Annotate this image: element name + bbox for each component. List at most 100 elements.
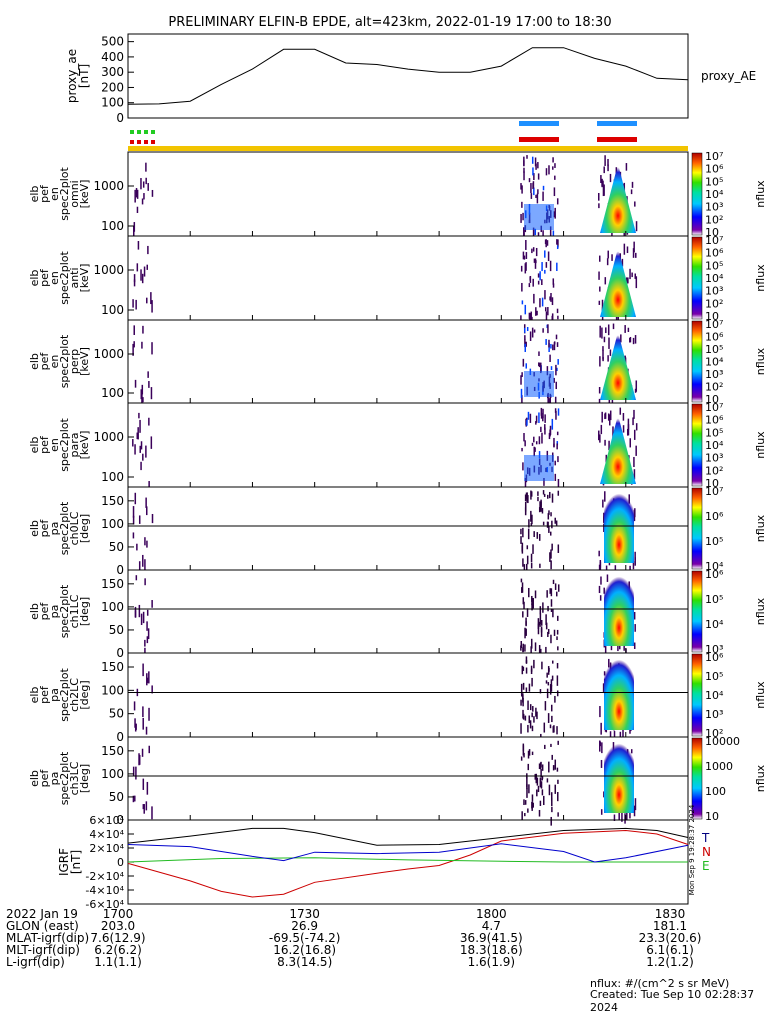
speckle [553, 377, 555, 383]
speckle [145, 506, 148, 516]
speckle [527, 763, 530, 771]
speckle [522, 251, 525, 260]
spec-ylabel: pef [38, 769, 51, 788]
speckle [539, 501, 541, 511]
colorbar-tick-label: 10⁴ [705, 439, 724, 452]
speckle [626, 246, 629, 254]
speckle [632, 248, 635, 258]
coverage-dot [144, 140, 148, 144]
event-blob [600, 332, 636, 400]
ae-ylabel: proxy_ae [65, 49, 79, 103]
spec-ytick-label: 1000 [93, 263, 124, 277]
speckle [544, 424, 546, 430]
speckle [525, 667, 528, 674]
colorbar-tick-label: 10³ [705, 452, 723, 465]
speckle [142, 325, 144, 334]
spec-ylabel: ch2LC [68, 678, 81, 712]
speckle [522, 709, 524, 719]
speckle [532, 802, 534, 808]
speckle [629, 438, 632, 448]
proxy-ae-line [127, 47, 689, 105]
speckle [530, 665, 533, 675]
speckle [532, 598, 534, 609]
speckle [522, 647, 524, 653]
spec-ylabel: pef [38, 685, 51, 704]
speckle [613, 814, 616, 821]
spec-ylabel: pa [48, 522, 61, 536]
colorbar-label: nflux [754, 764, 767, 792]
speckle [599, 706, 601, 718]
speckle [548, 784, 551, 796]
speckle [635, 276, 638, 289]
speckle [529, 413, 532, 423]
speckle [619, 642, 621, 650]
axis-row-value: 4.7 [482, 919, 501, 933]
speckle [546, 521, 549, 528]
speckle [549, 552, 551, 562]
speckle [556, 443, 558, 450]
spec-ylabel: ch0LC [68, 511, 81, 545]
speckle [556, 690, 559, 697]
speckle [608, 337, 610, 349]
igrf-legend-entry: N [702, 845, 711, 859]
speckle [557, 478, 560, 487]
colorbar-label: nflux [754, 347, 767, 375]
speckle [623, 243, 626, 255]
speckle [551, 675, 554, 681]
speckle [633, 509, 636, 522]
speckle [533, 258, 536, 263]
speckle [604, 439, 606, 446]
speckle [600, 175, 602, 184]
speckle [151, 600, 153, 608]
speckle [537, 162, 539, 169]
speckle [547, 631, 549, 637]
speckle [525, 341, 527, 347]
speckle [542, 230, 544, 237]
ae-ylabel: [nT] [77, 64, 91, 88]
speckle [542, 602, 544, 613]
colorbar-tick-label: 10⁵ [705, 259, 723, 272]
speckle [522, 212, 524, 221]
spec-ylabel: spec2plot [58, 418, 71, 472]
speckle [531, 801, 533, 811]
colorbar-tick-label: 10⁴ [705, 618, 724, 631]
speckle [634, 798, 637, 811]
colorbar-label: nflux [754, 180, 767, 208]
axis-row-label: MLT-igrf(dip) [6, 943, 80, 957]
speckle [145, 726, 148, 735]
speckle [555, 381, 557, 390]
speckle [609, 349, 612, 356]
speckle [541, 279, 543, 286]
colorbar-tick-label: 10² [705, 464, 723, 477]
speckle [553, 187, 556, 197]
chart-title: PRELIMINARY ELFIN-B EPDE, alt=423km, 202… [168, 15, 611, 30]
speckle [634, 624, 636, 632]
spec-ytick-label: 0 [116, 813, 124, 827]
speckle [523, 433, 525, 442]
speckle [541, 507, 544, 514]
speckle [522, 682, 525, 690]
speckle [133, 701, 136, 711]
speckle [602, 683, 605, 694]
speckle [144, 537, 146, 546]
axis-row-value: 181.1 [653, 919, 687, 933]
speckle [531, 712, 533, 718]
speckle [547, 398, 550, 407]
speckle [557, 615, 559, 621]
speckle [534, 258, 537, 269]
speckle [627, 327, 630, 332]
speckle [635, 445, 637, 456]
colorbar-tick-label: 10⁴ [705, 356, 724, 369]
speckle [547, 251, 550, 262]
speckle [634, 273, 637, 279]
coverage-dot [130, 140, 134, 144]
spec-ytick-label: 100 [101, 303, 124, 317]
speckle [623, 645, 625, 651]
speckle [525, 621, 527, 627]
speckle [608, 440, 610, 451]
speckle [521, 691, 523, 697]
speckle [598, 271, 600, 280]
colorbar-tick-label: 1000 [705, 760, 733, 773]
ae-ytick-label: 0 [116, 111, 124, 125]
speckle [520, 528, 522, 535]
